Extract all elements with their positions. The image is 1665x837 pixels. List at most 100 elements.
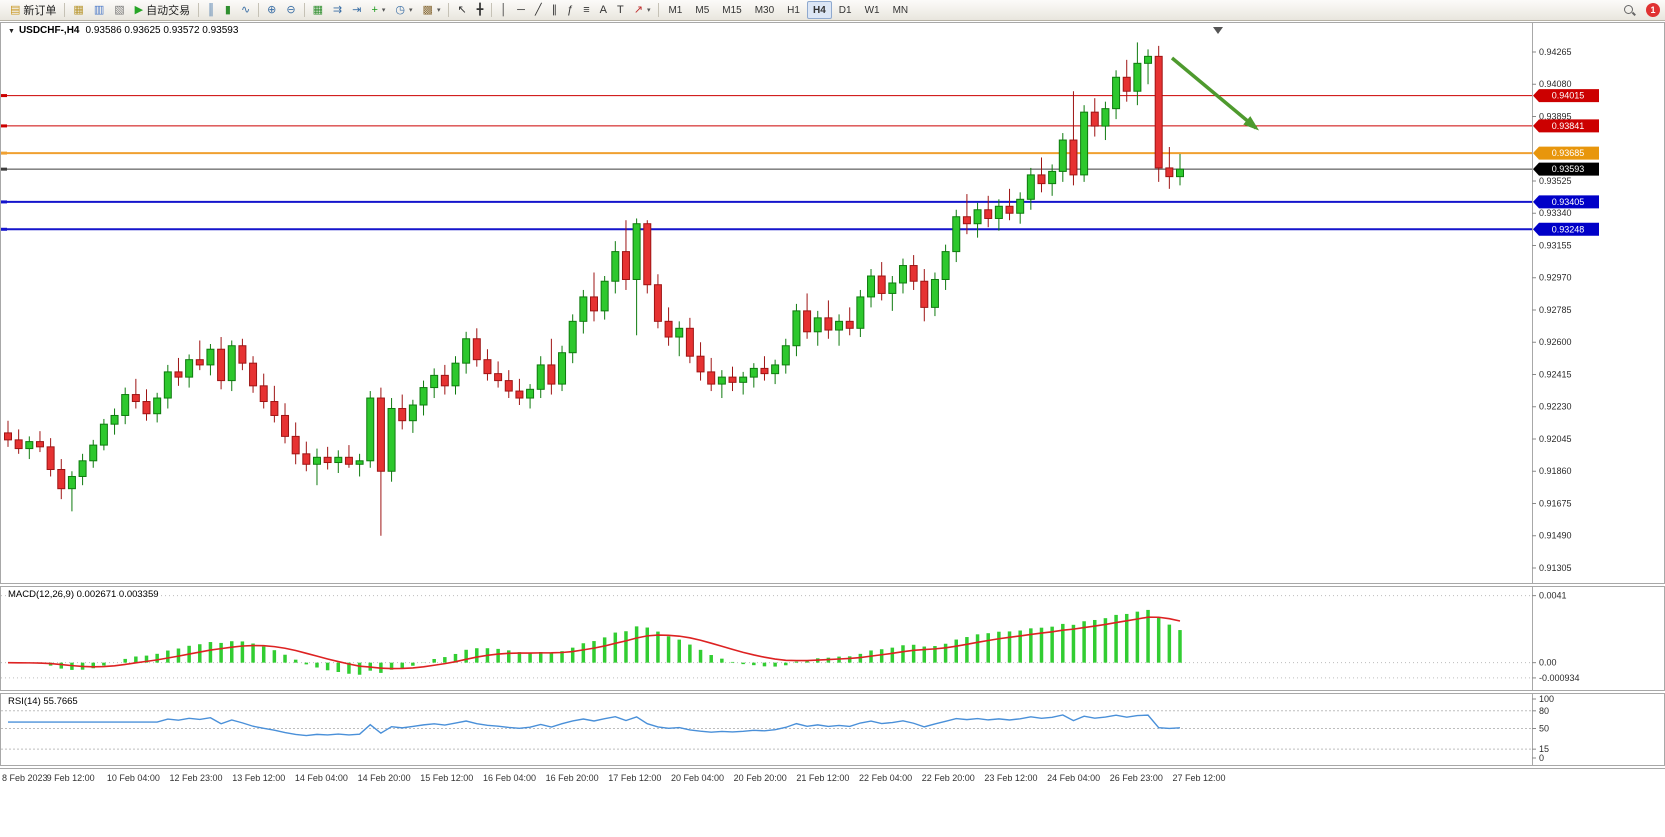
autotrading-button-label: 自动交易 <box>146 5 191 17</box>
chart-shift-button[interactable]: ⇥ <box>347 1 366 20</box>
ohlc-values: 0.93586 0.93625 0.93572 0.93593 <box>85 25 239 36</box>
crosshair-button[interactable]: ╋ <box>472 1 489 20</box>
time-axis-label: 22 Feb 04:00 <box>859 773 913 783</box>
svg-text:0.91305: 0.91305 <box>1539 563 1572 573</box>
main-chart-panel[interactable]: 0.94265 0.94080 0.93895 0.93525 0.93340 0.931… <box>0 22 1665 584</box>
autotrading-button[interactable]: ▶ 自动交易 <box>130 1 195 20</box>
cursor-button[interactable]: ↖ <box>452 1 471 20</box>
svg-text:0.92785: 0.92785 <box>1539 305 1572 315</box>
price-lines-group <box>1 94 1532 231</box>
zoom-out-icon: ⊖ <box>286 3 296 16</box>
zoom-out-button[interactable]: ⊖ <box>281 1 300 20</box>
toolbar-separator <box>64 3 66 17</box>
macd-canvas[interactable]: 0.0041 0.00 -0.000934 <box>0 586 1665 691</box>
market-watch-icon: ▥ <box>93 3 105 16</box>
chevron-down-icon: ▾ <box>381 7 386 14</box>
resistance-line-upper-anchor[interactable] <box>1 94 7 98</box>
horizontal-line-icon: ─ <box>517 3 525 16</box>
time-axis-label: 22 Feb 20:00 <box>921 773 975 783</box>
search-icon[interactable] <box>1623 4 1636 17</box>
macd-signal-line <box>7 616 1181 670</box>
horizontal-line-button[interactable]: ─ <box>512 1 530 20</box>
chart-shift-marker[interactable] <box>1213 27 1223 34</box>
timeframe-bar: M1 M5 M15 M30 H1 H4 D1 W1 MN <box>662 1 914 19</box>
timeframe-button-d1[interactable]: D1 <box>838 4 852 16</box>
label-button[interactable]: T <box>612 1 629 20</box>
channel-button[interactable]: ∥ <box>547 1 563 20</box>
candlestick-button[interactable]: ▮ <box>220 1 236 20</box>
bar-chart-button[interactable]: ║ <box>202 1 220 20</box>
time-axis-label: 21 Feb 12:00 <box>796 773 850 783</box>
timeframe-button-m15[interactable]: M15 <box>722 4 742 16</box>
svg-text:0.93841: 0.93841 <box>1552 121 1585 131</box>
timeframe-button-h4[interactable]: H4 <box>806 1 832 19</box>
auto-scroll-button[interactable]: ⇉ <box>328 1 347 20</box>
support-line-lower-anchor[interactable] <box>1 227 7 231</box>
fibonacci-button[interactable]: ƒ <box>562 1 578 20</box>
svg-text:0.91860: 0.91860 <box>1539 466 1572 476</box>
resistance-line-lower-anchor[interactable] <box>1 124 7 128</box>
macd-axis: 0.0041 0.00 -0.000934 <box>1 591 1580 683</box>
svg-text:0.91490: 0.91490 <box>1539 531 1572 541</box>
timeframe-button-m30[interactable]: M30 <box>754 4 775 16</box>
templates-button[interactable]: ▩ ▾ <box>418 1 446 20</box>
support-line-upper-anchor[interactable] <box>1 200 7 204</box>
zoom-in-button[interactable]: ⊕ <box>262 1 281 20</box>
indicators-button[interactable]: + ▾ <box>366 1 390 20</box>
data-window-button[interactable]: ▧ <box>109 1 129 20</box>
chart-collapse-icon[interactable]: ▼ <box>8 28 15 35</box>
periods-button[interactable]: ◷ ▾ <box>390 1 417 20</box>
rsi-canvas[interactable]: 100 80 50 150 <box>0 693 1665 766</box>
vertical-line-button[interactable]: │ <box>495 1 512 20</box>
new-order-button[interactable]: ▤ 新订单 <box>5 1 61 20</box>
new-order-button-label: 新订单 <box>23 5 57 17</box>
charts-button[interactable]: ▦ <box>68 1 88 20</box>
macd-panel[interactable]: 0.0041 0.00 -0.000934 <box>0 586 1665 691</box>
toolbar: ▤ 新订单 ▦ ▥ ▧ ▶ 自动交易 ║ ▮ ∿ ⊕ ⊖ ▦ ⇉ ⇥ + ▾ ◷ ▾ ▩ ▾ ↖ ╋ │ ─ ╱ ∥ ƒ ≡ A T ↗ ▾ M… <box>0 0 1665 21</box>
toolbar-separator <box>448 3 450 17</box>
rsi-panel[interactable]: 100 80 50 15 0 <box>0 693 1665 766</box>
candlestick-icon: ▮ <box>224 3 231 16</box>
main-chart-canvas[interactable]: 0.94265 0.94080 0.93895 0.93525 0.93340 0.931… <box>0 22 1665 584</box>
timeframe-button-m1[interactable]: M1 <box>668 4 683 16</box>
template-icon: ▩ <box>422 3 433 16</box>
panel-separator[interactable] <box>0 766 1665 768</box>
svg-text:0.93895: 0.93895 <box>1539 111 1572 121</box>
time-axis-label: 13 Feb 12:00 <box>232 773 286 783</box>
market-watch-button[interactable]: ▥ <box>89 1 109 20</box>
new-order-icon: ▤ <box>10 3 21 16</box>
time-axis-label: 16 Feb 20:00 <box>545 773 599 783</box>
notification-badge[interactable]: 1 <box>1646 3 1660 17</box>
channel-icon: ∥ <box>551 3 558 16</box>
support-line-upper-badge <box>1533 195 1599 209</box>
time-axis[interactable]: 8 Feb 2023 9 Feb 12:00 10 Feb 04:00 12 Feb … <box>0 768 1665 791</box>
line-chart-icon: ∿ <box>240 3 251 16</box>
tile-windows-button[interactable]: ▦ <box>308 1 328 20</box>
trend-arrow-annotation[interactable] <box>1170 56 1260 131</box>
timeframe-button-m5[interactable]: M5 <box>695 4 710 16</box>
panel-separator[interactable] <box>0 691 1665 693</box>
pivot-line-orange-anchor[interactable] <box>1 151 7 155</box>
time-axis-label: 14 Feb 20:00 <box>357 773 411 783</box>
trendline-button[interactable]: ╱ <box>530 1 547 20</box>
trendline-icon: ╱ <box>534 3 542 16</box>
timeframe-button-h1[interactable]: H1 <box>787 4 800 16</box>
current-price-line-anchor[interactable] <box>1 167 7 171</box>
time-axis-label: 17 Feb 12:00 <box>608 773 662 783</box>
indicators-plus-icon: + <box>371 3 378 16</box>
time-axis-label: 10 Feb 04:00 <box>106 773 160 783</box>
timeframe-button-w1[interactable]: W1 <box>864 4 880 16</box>
tile-windows-icon: ▦ <box>312 3 324 16</box>
shapes-button[interactable]: ≡ <box>578 1 594 20</box>
panel-separator[interactable] <box>0 584 1665 586</box>
svg-text:0.93248: 0.93248 <box>1552 224 1585 234</box>
resistance-line-upper-badge <box>1533 89 1599 103</box>
arrows-button[interactable]: ↗ ▾ <box>629 1 656 20</box>
svg-text:0.00: 0.00 <box>1539 658 1557 668</box>
toolbar-separator <box>491 3 493 17</box>
svg-text:0.94080: 0.94080 <box>1539 79 1572 89</box>
line-chart-button[interactable]: ∿ <box>236 1 255 20</box>
toolbar-separator <box>258 3 260 17</box>
timeframe-button-mn[interactable]: MN <box>892 4 909 16</box>
text-button[interactable]: A <box>595 1 612 20</box>
